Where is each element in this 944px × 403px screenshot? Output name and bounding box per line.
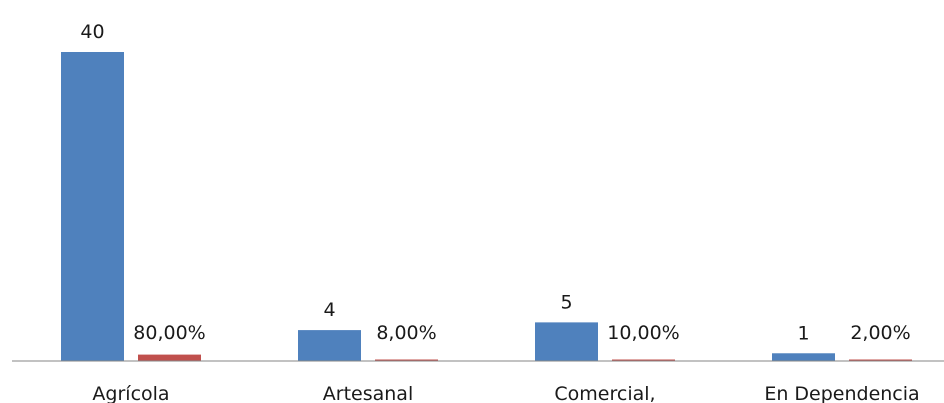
data-label-percent-1: 8,00% — [376, 322, 436, 344]
bar-count-3 — [772, 353, 835, 361]
data-label-percent-2: 10,00% — [607, 322, 679, 344]
x-tick-labels-group: Agrícola Artesanal Comercial, En Dependenci… — [92, 383, 919, 403]
data-label-count-1: 4 — [323, 299, 335, 321]
bar-count-0 — [61, 52, 124, 361]
data-label-count-2: 5 — [560, 291, 572, 313]
x-tick-label-1: Artesanal — [323, 383, 413, 403]
bar-percent-0 — [138, 354, 201, 361]
data-label-count-0: 40 — [80, 21, 104, 43]
bar-count-2 — [535, 322, 598, 361]
data-label-count-3: 1 — [797, 322, 809, 344]
bars-group — [61, 52, 912, 361]
bar-count-1 — [298, 330, 361, 361]
x-tick-label-3: En Dependencia — [764, 383, 919, 403]
x-tick-label-0: Agrícola — [92, 383, 169, 403]
bar-percent-1 — [375, 359, 438, 361]
data-label-percent-0: 80,00% — [133, 322, 205, 344]
data-labels-group: 40 80,00% 4 8,00% 5 10,00% 1 2,00% — [80, 21, 910, 344]
x-tick-label-2: Comercial, — [554, 383, 655, 403]
bar-percent-2 — [612, 359, 675, 361]
bar-percent-3 — [849, 359, 912, 361]
data-label-percent-3: 2,00% — [850, 322, 910, 344]
